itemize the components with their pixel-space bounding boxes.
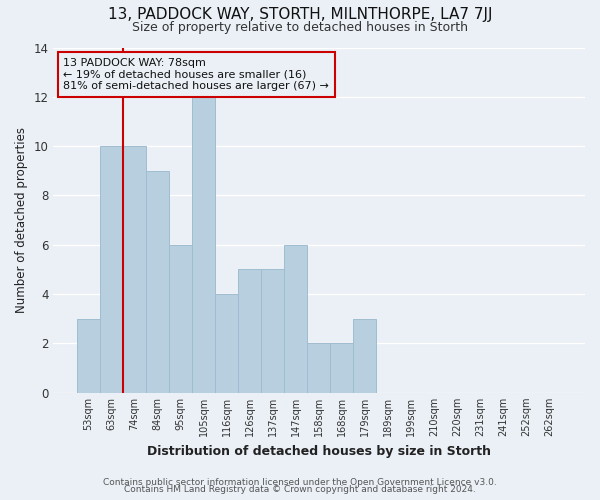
Bar xyxy=(284,244,307,392)
Text: Contains public sector information licensed under the Open Government Licence v3: Contains public sector information licen… xyxy=(103,478,497,487)
X-axis label: Distribution of detached houses by size in Storth: Distribution of detached houses by size … xyxy=(147,444,491,458)
Bar xyxy=(146,170,169,392)
Bar xyxy=(215,294,238,392)
Bar xyxy=(238,270,261,392)
Text: 13 PADDOCK WAY: 78sqm
← 19% of detached houses are smaller (16)
81% of semi-deta: 13 PADDOCK WAY: 78sqm ← 19% of detached … xyxy=(64,58,329,91)
Bar xyxy=(353,318,376,392)
Text: 13, PADDOCK WAY, STORTH, MILNTHORPE, LA7 7JJ: 13, PADDOCK WAY, STORTH, MILNTHORPE, LA7… xyxy=(108,8,492,22)
Bar xyxy=(100,146,123,392)
Bar xyxy=(331,343,353,392)
Bar xyxy=(123,146,146,392)
Text: Contains HM Land Registry data © Crown copyright and database right 2024.: Contains HM Land Registry data © Crown c… xyxy=(124,485,476,494)
Bar xyxy=(192,97,215,392)
Bar xyxy=(169,244,192,392)
Bar xyxy=(307,343,331,392)
Y-axis label: Number of detached properties: Number of detached properties xyxy=(15,127,28,313)
Text: Size of property relative to detached houses in Storth: Size of property relative to detached ho… xyxy=(132,21,468,34)
Bar xyxy=(77,318,100,392)
Bar xyxy=(261,270,284,392)
